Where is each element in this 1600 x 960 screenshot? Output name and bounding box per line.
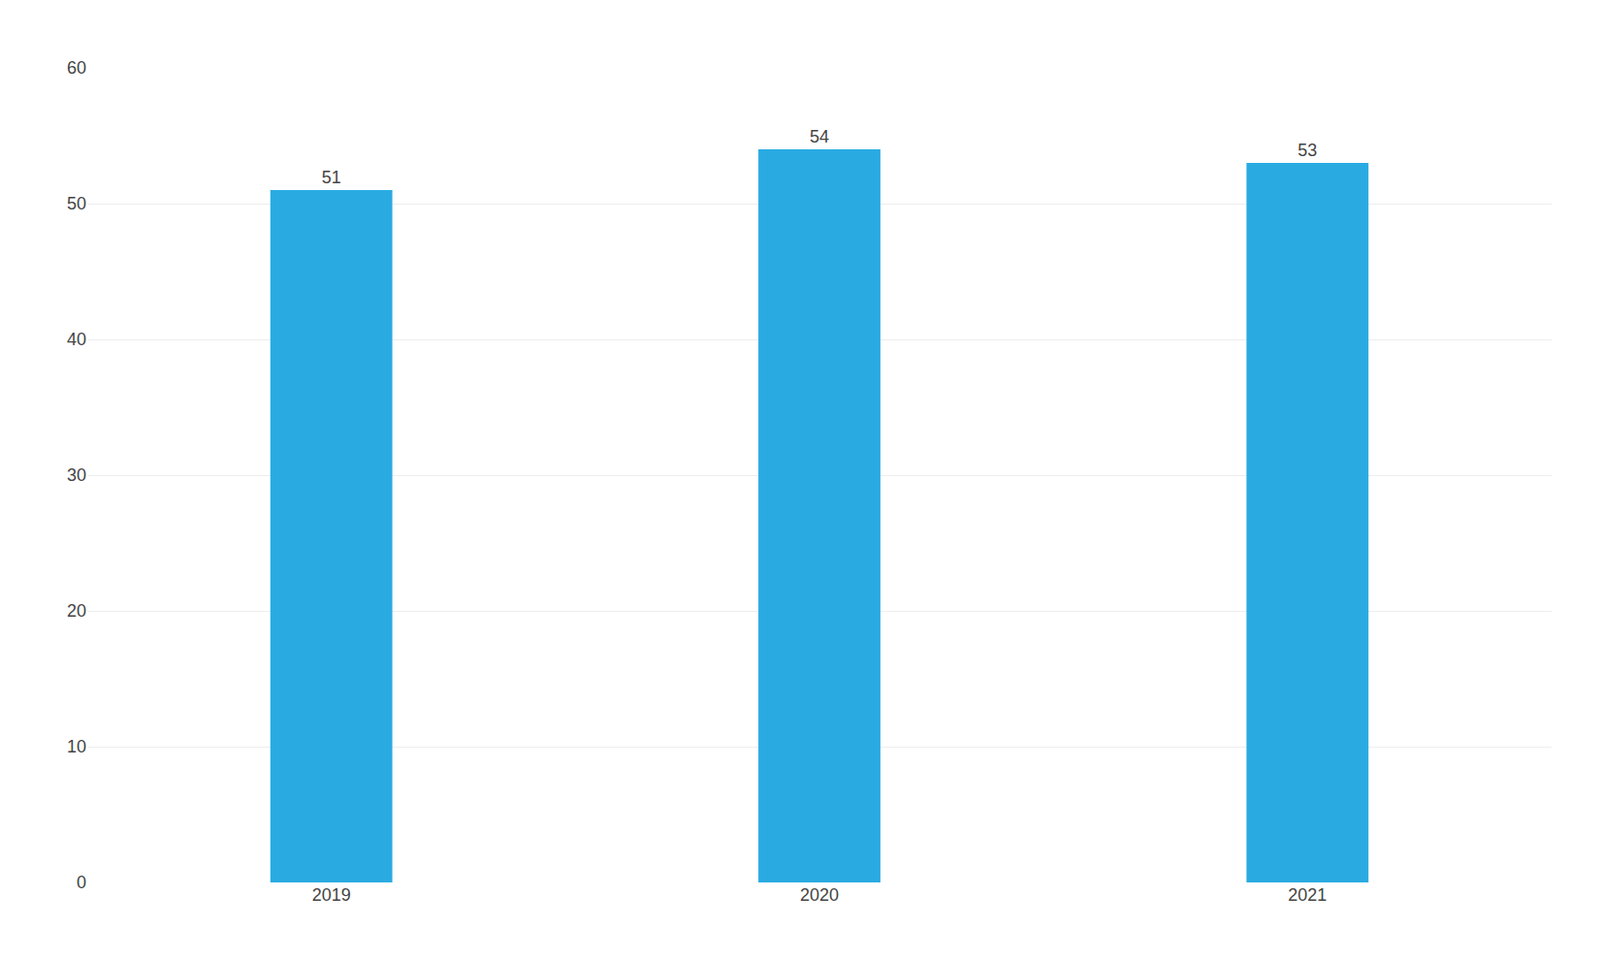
svg-text:54: 54 — [809, 127, 830, 147]
svg-text:2019: 2019 — [312, 885, 352, 905]
svg-text:40: 40 — [66, 329, 87, 350]
svg-text:51: 51 — [321, 167, 342, 188]
svg-text:60: 60 — [66, 58, 87, 78]
svg-text:20: 20 — [66, 601, 87, 621]
svg-text:10: 10 — [66, 736, 87, 757]
svg-text:2021: 2021 — [1287, 885, 1327, 905]
svg-text:53: 53 — [1297, 140, 1317, 160]
svg-text:0: 0 — [76, 872, 87, 893]
svg-text:50: 50 — [66, 193, 87, 214]
svg-text:2020: 2020 — [800, 885, 839, 905]
svg-text:30: 30 — [66, 465, 87, 485]
